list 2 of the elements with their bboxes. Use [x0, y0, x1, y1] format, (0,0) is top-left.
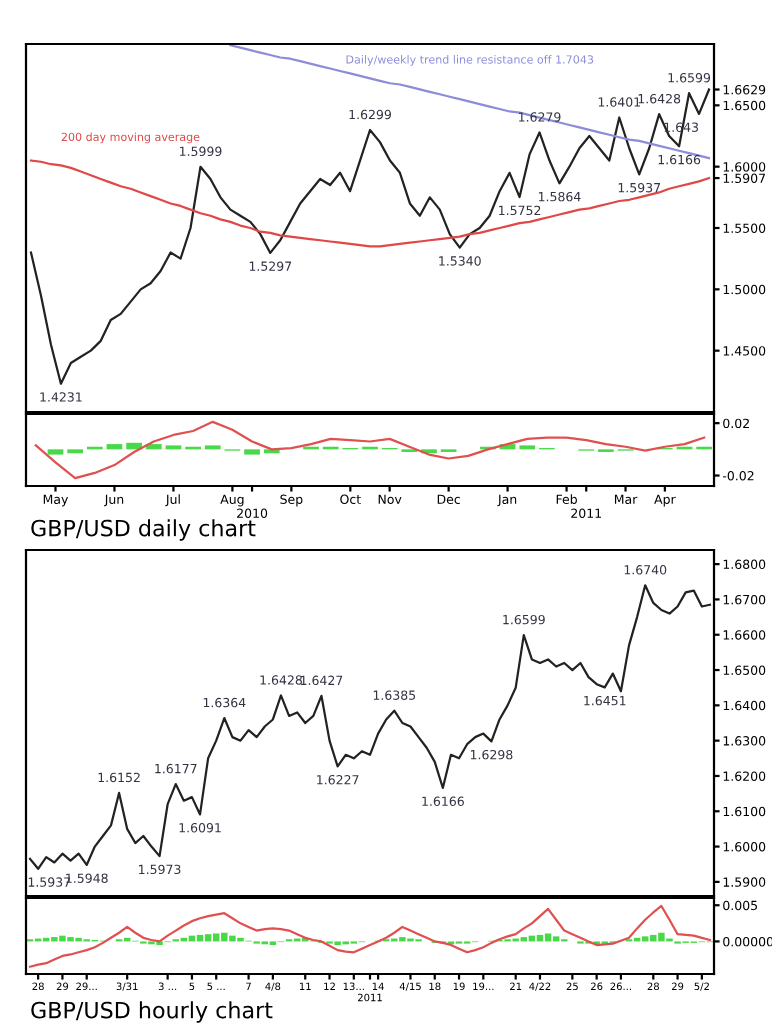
text: GBP/USD daily chart — [31, 519, 256, 541]
text: GBP/USD hourly chart — [31, 1001, 273, 1023]
